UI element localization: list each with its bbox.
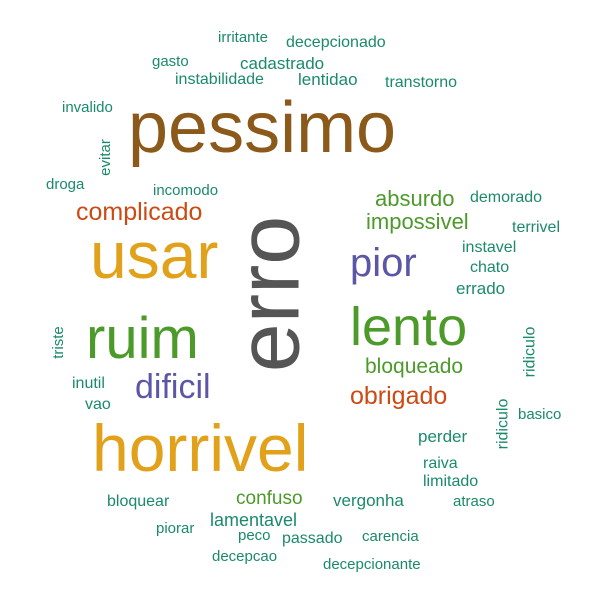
word-peco: peco <box>238 527 271 544</box>
word-ridiculo-1-text: ridiculo <box>521 326 539 378</box>
word-dificil: dificil <box>135 368 211 406</box>
word-bloqueado: bloqueado <box>365 355 464 378</box>
word-carencia: carencia <box>362 528 419 545</box>
word-atraso: atraso <box>453 493 495 510</box>
word-horrivel: horrivel <box>92 411 309 485</box>
word-ruim: ruim <box>86 306 199 371</box>
word-obrigado: obrigado <box>350 382 448 410</box>
word-erro-text: erro <box>218 215 318 373</box>
word-usar: usar <box>90 218 219 292</box>
word-raiva: raiva <box>423 455 458 472</box>
word-decepcao: decepcao <box>212 548 278 565</box>
word-complicado: complicado <box>76 198 203 226</box>
word-droga: droga <box>46 176 85 193</box>
word-lentidao: lentidao <box>298 70 358 89</box>
word-passado: passado <box>282 530 343 547</box>
word-limitado: limitado <box>423 473 479 490</box>
word-irritante: irritante <box>218 29 269 46</box>
word-demorado: demorado <box>470 189 543 206</box>
word-inutil: inutil <box>72 375 105 392</box>
word-invalido: invalido <box>62 99 113 116</box>
word-pior: pior <box>350 241 417 285</box>
word-decepcionante: decepcionante <box>323 556 421 573</box>
word-piorar: piorar <box>156 520 195 537</box>
word-decepcionado: decepcionado <box>286 34 386 51</box>
word-lento: lento <box>350 297 468 357</box>
word-lamentavel: lamentavel <box>210 510 298 530</box>
word-ridiculo-2-text: ridiculo <box>494 398 512 450</box>
word-triste: triste <box>42 326 75 359</box>
word-terrivel: terrivel <box>512 219 561 236</box>
word-gasto: gasto <box>152 53 189 70</box>
word-bloquear: bloquear <box>107 493 170 510</box>
word-vao: vao <box>85 396 111 413</box>
word-confuso: confuso <box>236 488 303 509</box>
word-instabilidade: instabilidade <box>175 71 264 88</box>
word-triste-text: triste <box>49 326 67 359</box>
word-pessimo: pessimo <box>128 88 397 168</box>
word-evitar-text: evitar <box>96 139 114 176</box>
word-transtorno: transtorno <box>385 74 458 91</box>
word-ridiculo-1: ridiculo <box>505 327 556 378</box>
word-perder: perder <box>418 427 468 446</box>
word-basico: basico <box>518 406 562 423</box>
word-vergonha: vergonha <box>333 491 404 510</box>
word-instavel: instavel <box>462 239 517 256</box>
word-absurdo: absurdo <box>375 186 455 211</box>
word-incomodo: incomodo <box>153 182 219 199</box>
word-impossivel: impossivel <box>366 209 469 234</box>
word-errado: errado <box>456 279 506 298</box>
word-chato: chato <box>470 259 510 276</box>
word-evitar: evitar <box>87 139 124 176</box>
word-cadastrado: cadastrado <box>240 54 325 73</box>
